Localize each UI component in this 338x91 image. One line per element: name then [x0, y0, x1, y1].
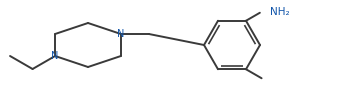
- Text: NH₂: NH₂: [270, 7, 289, 17]
- Text: N: N: [117, 29, 125, 39]
- Text: N: N: [51, 51, 59, 61]
